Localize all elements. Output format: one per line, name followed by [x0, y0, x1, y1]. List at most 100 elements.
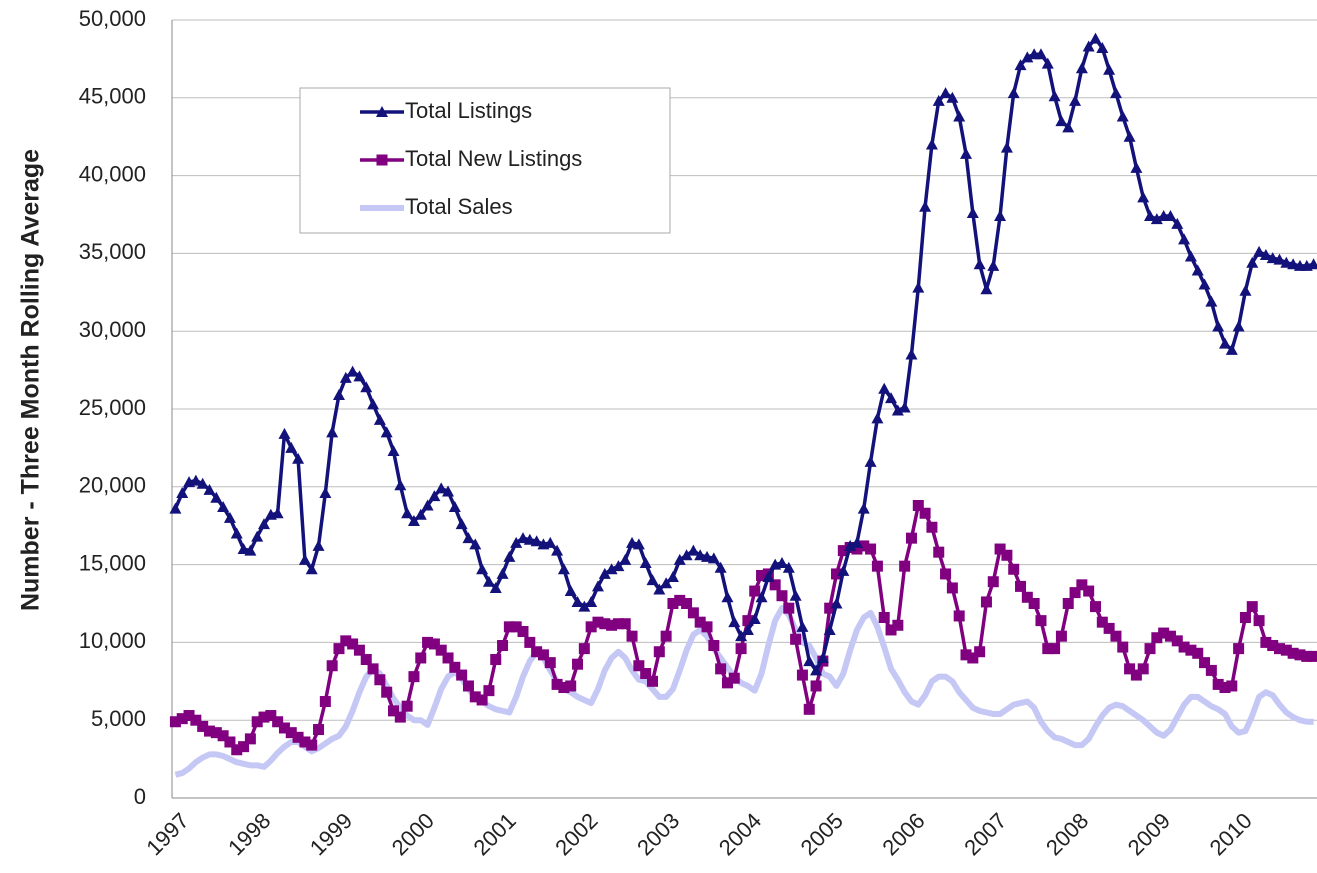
marker — [816, 651, 829, 663]
marker — [1144, 643, 1156, 655]
marker — [313, 724, 325, 736]
marker — [619, 618, 631, 630]
marker — [987, 259, 1000, 271]
marker — [1076, 579, 1088, 591]
marker — [790, 633, 802, 645]
marker — [558, 682, 570, 694]
marker — [265, 710, 277, 722]
marker — [1130, 669, 1142, 681]
marker — [1055, 630, 1067, 642]
marker — [1246, 601, 1258, 613]
marker — [1069, 587, 1081, 599]
marker — [231, 744, 243, 756]
marker — [1117, 641, 1129, 653]
marker — [1014, 59, 1027, 71]
marker — [1198, 278, 1211, 290]
marker — [715, 663, 727, 675]
marker — [530, 535, 543, 547]
y-tick-label: 5,000 — [91, 706, 146, 731]
y-tick-label: 15,000 — [79, 550, 146, 575]
marker — [578, 643, 590, 655]
marker — [1083, 585, 1095, 597]
y-tick-label: 30,000 — [79, 317, 146, 342]
marker — [632, 538, 645, 550]
marker — [626, 536, 639, 548]
marker — [564, 585, 577, 597]
marker — [953, 110, 966, 122]
marker — [578, 600, 591, 612]
marker — [394, 479, 407, 491]
marker — [428, 490, 441, 502]
marker — [1294, 649, 1306, 661]
marker — [544, 536, 557, 548]
marker — [319, 487, 332, 499]
marker — [571, 595, 584, 607]
legend-label: Total Listings — [405, 98, 532, 123]
marker — [735, 630, 748, 642]
legend-marker — [376, 106, 388, 117]
marker — [687, 544, 700, 556]
marker — [360, 654, 372, 666]
marker — [741, 623, 754, 635]
marker — [987, 576, 999, 588]
marker — [333, 643, 345, 655]
marker — [1280, 256, 1293, 268]
marker — [339, 371, 352, 383]
x-tick-label: 2004 — [714, 808, 766, 860]
marker — [244, 733, 256, 745]
marker — [1185, 644, 1197, 656]
marker — [864, 455, 877, 467]
marker — [531, 646, 543, 658]
marker — [169, 716, 181, 728]
marker — [237, 543, 250, 555]
marker — [858, 540, 870, 552]
marker — [292, 731, 304, 743]
x-tick-label: 1999 — [305, 808, 357, 860]
marker — [476, 563, 489, 575]
marker — [1007, 87, 1020, 99]
marker — [598, 567, 611, 579]
marker — [572, 658, 584, 670]
marker — [176, 713, 188, 725]
marker — [810, 680, 822, 692]
marker — [1062, 121, 1075, 133]
marker — [517, 626, 529, 638]
marker — [1151, 632, 1163, 644]
marker — [1075, 62, 1088, 74]
marker — [1116, 110, 1129, 122]
marker — [749, 585, 761, 597]
marker — [442, 485, 455, 497]
marker — [462, 680, 474, 692]
marker — [640, 668, 652, 680]
marker — [701, 621, 713, 633]
marker — [367, 398, 380, 410]
marker — [823, 623, 836, 635]
marker — [483, 685, 495, 697]
marker — [1015, 580, 1027, 592]
marker — [496, 567, 509, 579]
marker — [230, 527, 243, 539]
marker — [851, 543, 863, 555]
marker — [776, 590, 788, 602]
marker — [1124, 663, 1136, 675]
marker — [367, 663, 379, 675]
marker — [1096, 42, 1109, 54]
y-axis-title: Number - Three Month Rolling Average — [17, 149, 45, 611]
series-line — [174, 503, 1314, 752]
marker — [1205, 295, 1218, 307]
marker — [347, 638, 359, 650]
marker — [755, 591, 768, 603]
marker — [1171, 635, 1183, 647]
marker — [1199, 657, 1211, 669]
x-tick-label: 1998 — [223, 808, 275, 860]
marker — [1069, 94, 1082, 106]
marker — [1253, 615, 1265, 627]
marker — [223, 511, 236, 523]
marker — [1212, 678, 1224, 690]
marker — [258, 518, 271, 530]
marker — [680, 549, 693, 561]
marker — [831, 568, 843, 580]
marker — [701, 550, 714, 562]
marker — [939, 87, 952, 99]
marker — [244, 544, 257, 556]
